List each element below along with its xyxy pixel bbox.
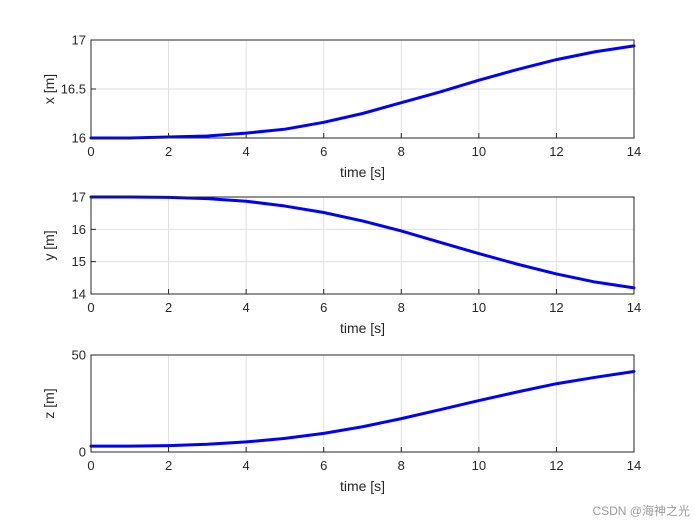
- series-line-x: [89, 44, 636, 140]
- y-tick-label-x: 16: [72, 131, 86, 146]
- x-tick-label-x: 14: [627, 144, 641, 159]
- y-axis-label-y: y [m]: [41, 230, 57, 260]
- x-tick-label-z: 14: [627, 458, 641, 473]
- plot-area-y: [90, 196, 635, 295]
- x-tick-label-x: 2: [165, 144, 172, 159]
- x-tick-label-x: 6: [320, 144, 327, 159]
- x-tick-label-z: 2: [165, 458, 172, 473]
- x-tick-label-x: 10: [472, 144, 486, 159]
- x-axis-label-x: time [s]: [340, 164, 385, 180]
- y-tick-label-z: 0: [79, 445, 86, 460]
- x-tick-label-z: 4: [243, 458, 250, 473]
- y-tick-label-x: 16.5: [61, 82, 86, 97]
- x-tick-label-x: 0: [87, 144, 94, 159]
- subplot-x-position: 0 2 4 6 8 10 12 14 16 16.5 17 time [s] x [m]: [41, 33, 641, 181]
- subplot-z-position: 0 2 4 6 8 10 12 14 0 50 time [s] z [m]: [41, 348, 641, 495]
- y-axis-label-x: x [m]: [41, 74, 57, 104]
- y-axis-label-z: z [m]: [41, 388, 57, 418]
- x-tick-label-x: 8: [398, 144, 405, 159]
- x-tick-label-z: 8: [398, 458, 405, 473]
- subplot-y-position: 0 2 4 6 8 10 12 14 14 15 16 17 time [s] y [m]: [41, 190, 641, 337]
- x-tick-label-y: 14: [627, 300, 641, 315]
- x-tick-label-z: 12: [549, 458, 563, 473]
- x-axis-label-z: time [s]: [340, 478, 385, 494]
- y-tick-label-y: 17: [72, 190, 86, 205]
- axis-frame-y: [90, 196, 635, 295]
- series-line-y: [89, 195, 636, 290]
- y-tick-label-y: 16: [72, 222, 86, 237]
- axis-frame-z: [90, 354, 635, 453]
- plot-area-z: [90, 354, 635, 453]
- x-tick-label-y: 10: [472, 300, 486, 315]
- x-tick-label-y: 6: [320, 300, 327, 315]
- y-tick-label-z: 50: [72, 348, 86, 363]
- y-tick-label-y: 15: [72, 254, 86, 269]
- x-tick-label-z: 0: [87, 458, 94, 473]
- x-tick-label-y: 8: [398, 300, 405, 315]
- x-tick-label-y: 12: [549, 300, 563, 315]
- x-tick-label-y: 2: [165, 300, 172, 315]
- x-tick-label-z: 10: [472, 458, 486, 473]
- x-tick-label-z: 6: [320, 458, 327, 473]
- x-axis-label-y: time [s]: [340, 320, 385, 336]
- series-line-z: [89, 369, 636, 448]
- x-tick-label-x: 4: [243, 144, 250, 159]
- y-tick-label-y: 14: [72, 287, 86, 302]
- x-tick-label-y: 4: [243, 300, 250, 315]
- x-tick-label-y: 0: [87, 300, 94, 315]
- y-tick-label-x: 17: [72, 33, 86, 48]
- watermark: CSDN @海神之光: [592, 504, 690, 518]
- x-tick-label-x: 12: [549, 144, 563, 159]
